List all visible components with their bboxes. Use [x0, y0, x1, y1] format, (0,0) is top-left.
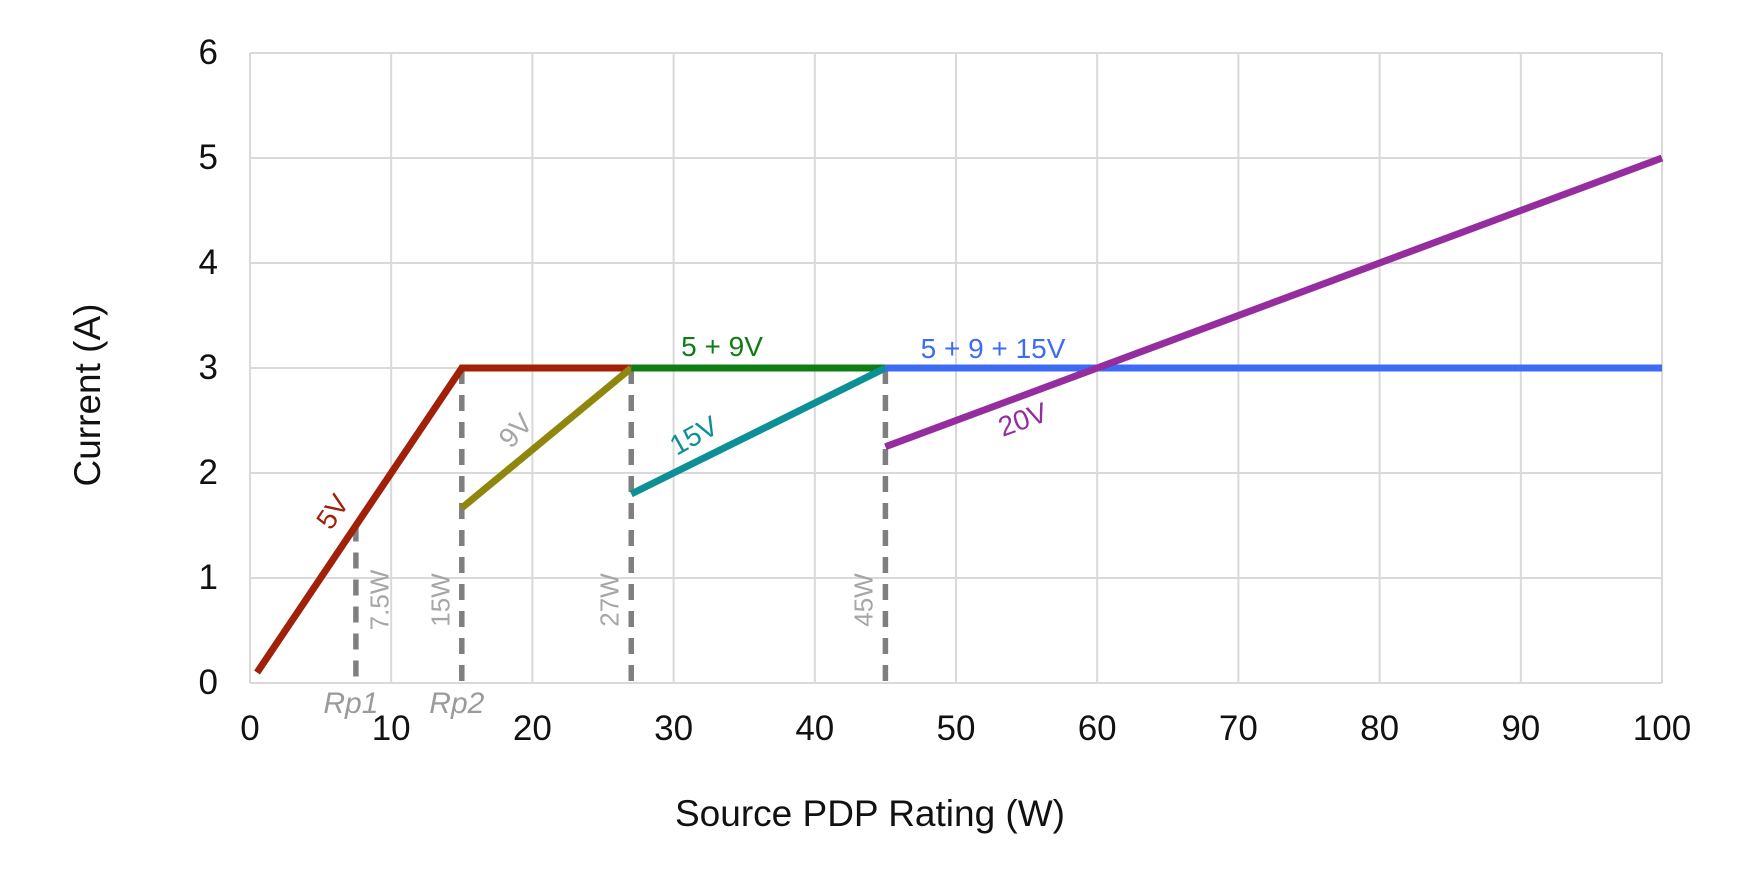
x-tick-label: 30	[654, 709, 694, 748]
x-tick-label: 100	[1632, 709, 1692, 748]
x-tick-label: 40	[795, 709, 835, 748]
power-threshold-label: 45W	[848, 573, 879, 627]
rp-label-Rp1: Rp1	[323, 687, 379, 720]
x-tick-label: 90	[1501, 709, 1541, 748]
y-tick-label: 0	[198, 663, 218, 702]
x-tick-label: 20	[512, 709, 552, 748]
series-line-20V	[884, 154, 1664, 451]
series-line-5V	[254, 364, 632, 675]
y-axis-title: Current (A)	[67, 303, 108, 487]
y-tick-label: 6	[198, 33, 218, 72]
x-tick-label: 60	[1077, 709, 1117, 748]
x-tick-label: 10	[371, 709, 411, 748]
x-tick-label: 80	[1360, 709, 1400, 748]
x-tick-label: 70	[1218, 709, 1258, 748]
series-line-9V	[459, 365, 634, 511]
y-tick-label: 5	[198, 138, 218, 177]
y-tick-label: 2	[198, 453, 218, 492]
series-label-5+9+15V: 5 + 9 + 15V	[920, 333, 1066, 364]
rp-label-Rp2: Rp2	[429, 687, 485, 720]
y-tick-label: 1	[198, 558, 218, 597]
series-label-5+9V: 5 + 9V	[681, 331, 763, 362]
power-threshold-label: 27W	[594, 573, 625, 627]
x-axis-title: Source PDP Rating (W)	[675, 793, 1065, 834]
power-threshold-label: 7.5W	[364, 569, 395, 631]
x-tick-label: 0	[240, 709, 260, 748]
series-line-15V	[629, 364, 887, 498]
power-threshold-label: 15W	[425, 573, 456, 627]
y-tick-label: 4	[198, 243, 218, 282]
x-tick-label: 50	[936, 709, 976, 748]
y-tick-label: 3	[198, 348, 218, 387]
